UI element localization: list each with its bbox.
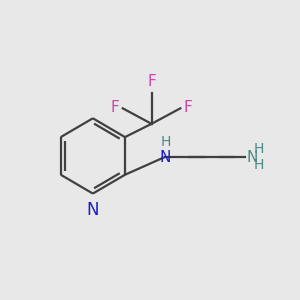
Text: H: H	[254, 158, 264, 172]
Text: N: N	[246, 149, 258, 164]
Text: H: H	[254, 142, 264, 156]
Text: H: H	[161, 135, 171, 148]
Text: N: N	[87, 201, 99, 219]
Text: F: F	[147, 74, 156, 89]
Text: F: F	[111, 100, 119, 116]
Text: F: F	[184, 100, 192, 116]
Text: N: N	[159, 149, 170, 164]
